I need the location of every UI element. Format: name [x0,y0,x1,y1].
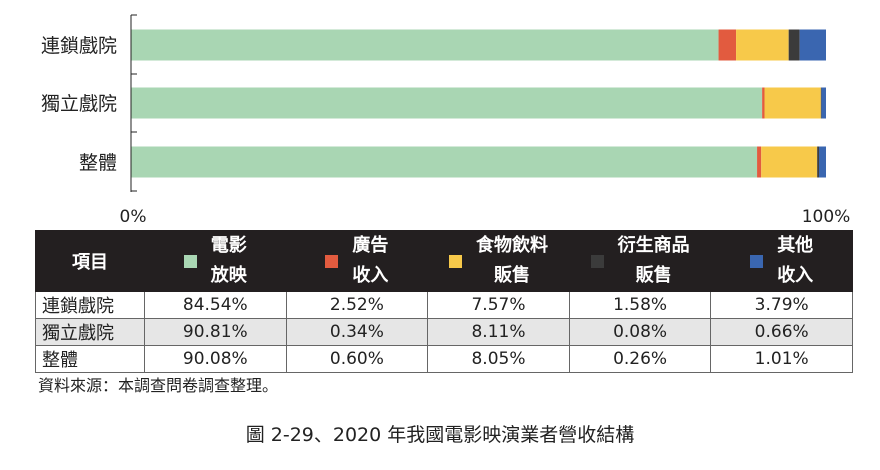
table-row: 整體 90.08% 0.60% 8.05% 0.26% 1.01% [35,345,853,373]
header-other-line1: 其他 [777,235,814,256]
row-name: 整體 [35,345,145,373]
table-cell: 7.57% [427,291,570,319]
header-merch-line1: 衍生商品 [617,235,690,256]
category-label-2: 獨立戲院 [41,93,117,115]
table-row: 連鎖戲院 84.54% 2.52% 7.57% 1.58% 3.79% [35,291,853,319]
bar-segment-film-1 [131,29,719,61]
legend-swatch-ad [325,254,339,268]
header-film-line2: 放映 [210,265,247,286]
header-ad: 廣告 收入 [285,230,429,292]
bar-segment-other-1 [799,29,826,61]
table-cell: 3.79% [710,291,853,319]
header-merch: 衍生商品 販售 [568,230,712,292]
bar-segment-food-2 [764,87,821,119]
bar-segment-ad-1 [718,29,737,61]
table-cell: 0.66% [710,318,853,346]
header-food-line2: 販售 [493,265,530,286]
row-name: 連鎖戲院 [35,291,145,319]
table-cell: 84.54% [144,291,287,319]
y-axis [130,14,137,192]
header-ad-line2: 收入 [352,265,389,286]
table-cell: 90.08% [144,345,287,373]
table-cell: 2.52% [285,291,429,319]
table-header-row: 項目 電影放映 廣告收入 食物飲料販售 衍生商品販售 其他收入 [35,230,853,292]
header-film-line1: 電影 [210,235,247,256]
figure-caption: 圖 2-29、2020 年我國電影映演業者營收結構 [245,424,635,446]
bar-segment-merch-3 [817,146,819,178]
bar-segment-ad-2 [762,87,765,119]
data-table: 項目 電影放映 廣告收入 食物飲料販售 衍生商品販售 其他收入 連鎖戲院 84.… [35,230,853,373]
source-note: 資料來源：本調查問卷調查整理。 [38,376,279,395]
table-cell: 0.08% [568,318,712,346]
category-label-1: 連鎖戲院 [41,35,117,57]
x-tick-label-min: 0% [120,207,147,227]
table-cell: 8.05% [427,345,570,373]
legend-swatch-film [183,254,197,268]
table-cell: 1.01% [710,345,853,373]
category-label-3: 整體 [79,152,117,174]
table-cell: 90.81% [144,318,287,346]
table-cell: 0.60% [285,345,429,373]
row-name: 獨立戲院 [35,318,145,346]
table-cell: 0.34% [285,318,429,346]
header-item: 項目 [35,230,145,292]
header-ad-line1: 廣告 [352,235,389,256]
legend-swatch-other [750,254,764,268]
header-food-line1: 食物飲料 [475,235,548,256]
x-tick-label-max: 100% [802,207,851,227]
bar-segment-film-2 [131,87,763,119]
header-other-line2: 收入 [777,265,814,286]
table-cell: 1.58% [568,291,712,319]
legend-swatch-merch [590,254,604,268]
bar-segment-food-3 [761,146,818,178]
bar-segment-ad-3 [757,146,762,178]
table-cell: 8.11% [427,318,570,346]
bar-segment-merch-2 [820,87,822,119]
table-row: 獨立戲院 90.81% 0.34% 8.11% 0.08% 0.66% [35,318,853,346]
header-merch-line2: 販售 [635,265,672,286]
header-other: 其他 收入 [710,230,853,292]
header-food: 食物飲料 販售 [427,230,570,292]
bar-segment-other-2 [821,87,826,119]
bars-group [131,29,826,178]
bar-segment-merch-1 [788,29,800,61]
bar-segment-other-3 [818,146,826,178]
table-cell: 0.26% [568,345,712,373]
header-film: 電影 放映 [144,230,287,292]
legend-swatch-food [448,254,462,268]
bar-segment-film-3 [131,146,758,178]
bar-segment-food-1 [736,29,789,61]
